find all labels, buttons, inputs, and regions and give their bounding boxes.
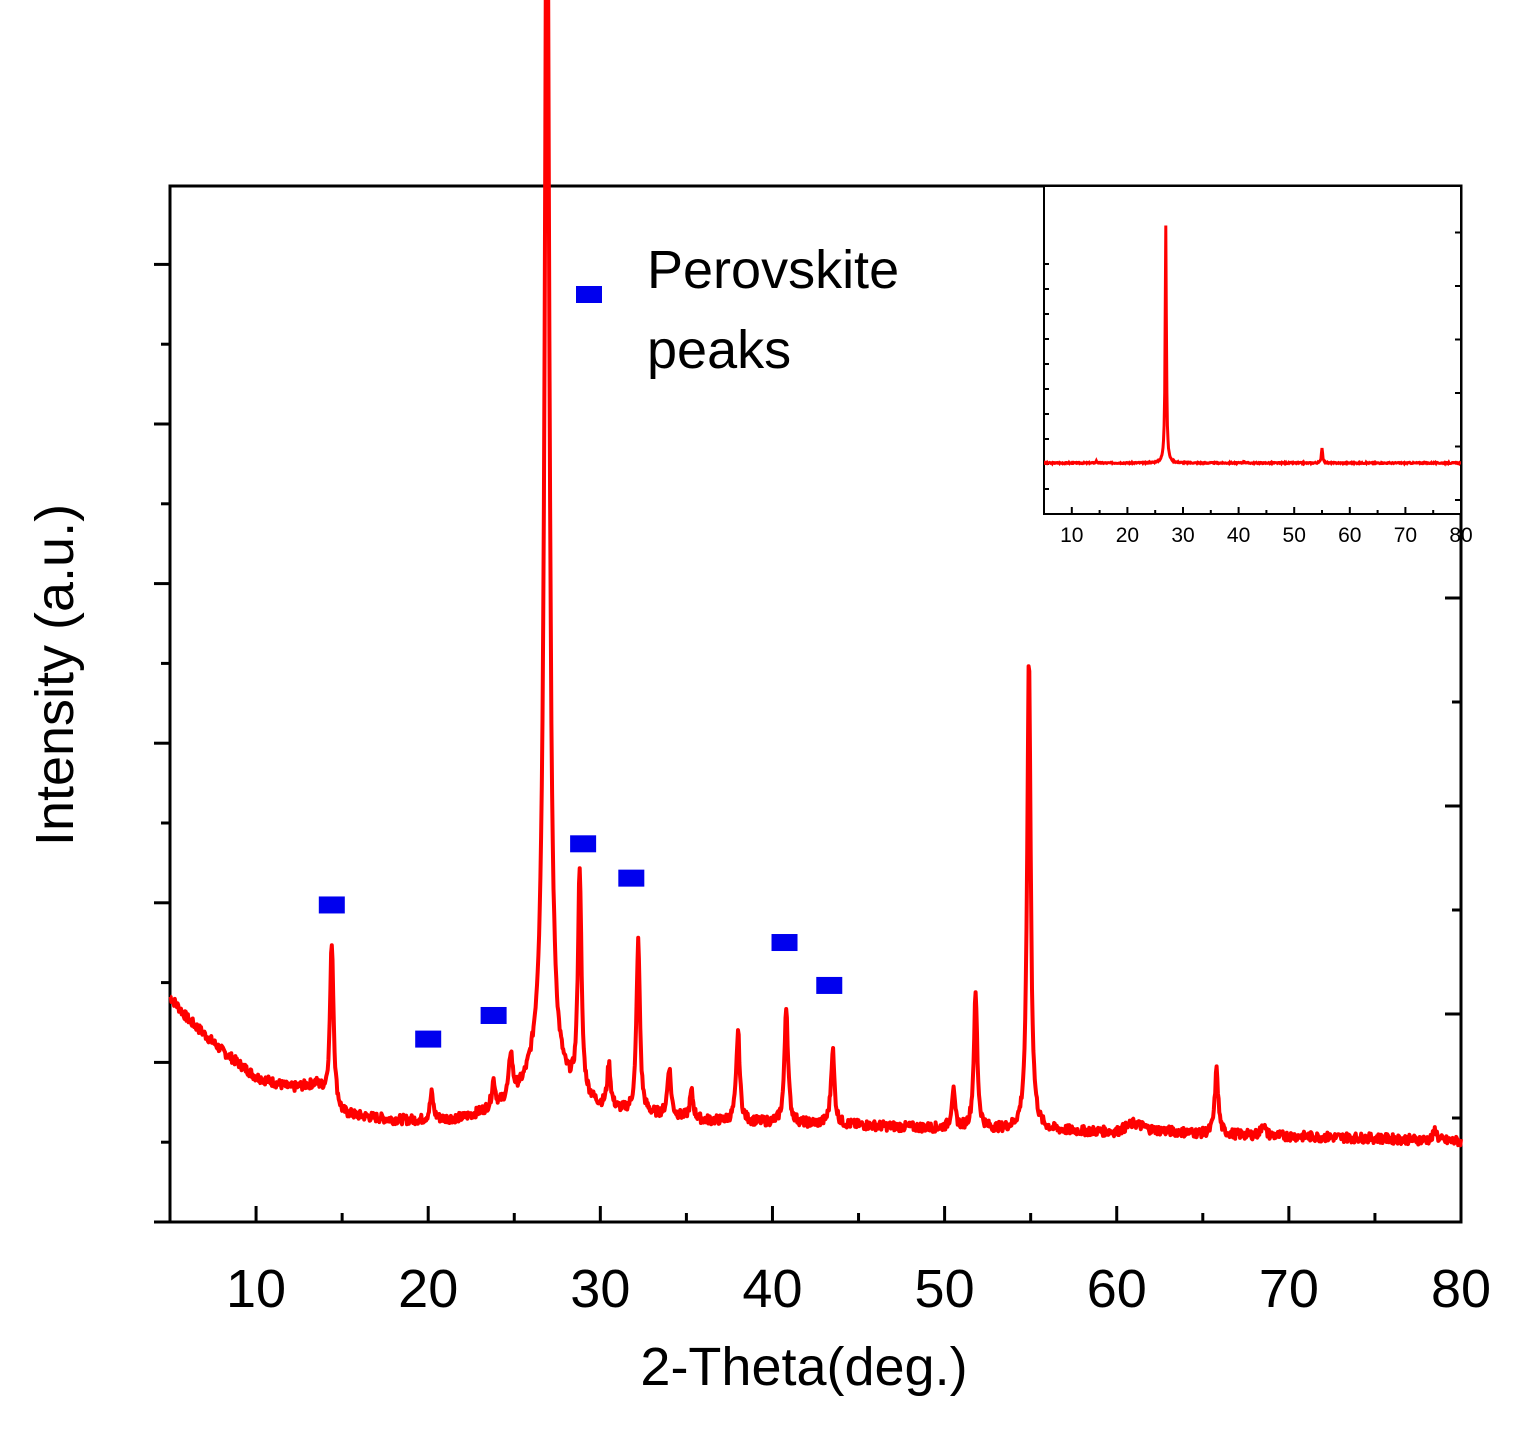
perovskite-marker (480, 1006, 507, 1024)
inset-x-tick-label: 20 (1116, 524, 1139, 547)
inset-chart: 10 20 30 40 50 60 70 80 (1043, 185, 1473, 547)
x-tick-labels: 10 20 30 40 50 60 70 80 (226, 1259, 1491, 1319)
x-tick-label: 40 (742, 1259, 802, 1319)
inset-x-tick-label: 50 (1283, 524, 1306, 547)
x-tick-label: 70 (1259, 1259, 1319, 1319)
perovskite-marker (570, 835, 597, 853)
x-tick-label: 10 (226, 1259, 286, 1319)
x-tick-label: 20 (398, 1259, 458, 1319)
legend: Perovskite peaks (576, 240, 899, 380)
perovskite-marker (771, 934, 798, 952)
plot-frame (168, 184, 1463, 1224)
inset-x-tick-label: 40 (1227, 524, 1250, 547)
perovskite-marker (318, 896, 345, 914)
legend-line-2: peaks (647, 320, 791, 380)
x-tick-label: 60 (1087, 1259, 1147, 1319)
inset-x-tick-label: 80 (1449, 524, 1472, 547)
perovskite-marker (618, 869, 645, 887)
x-tick-label: 30 (570, 1259, 630, 1319)
legend-marker (576, 286, 602, 303)
inset-ticks (1043, 231, 1462, 515)
inset-x-tick-label: 10 (1060, 524, 1083, 547)
main-chart: 10 20 30 40 50 60 70 80 2-Theta(deg.) Intensity… (25, 0, 1491, 1397)
inset-x-tick-label: 60 (1338, 524, 1361, 547)
inset-x-tick-label: 30 (1171, 524, 1194, 547)
inset-xrd-line (1044, 225, 1461, 467)
x-tick-label: 80 (1431, 1259, 1491, 1319)
x-tick-label: 50 (915, 1259, 975, 1319)
perovskite-markers (318, 835, 843, 1048)
perovskite-marker (415, 1030, 442, 1048)
x-axis-label: 2-Theta(deg.) (640, 1337, 967, 1397)
perovskite-marker (816, 976, 843, 994)
inset-frame (1043, 185, 1462, 515)
xrd-pattern-line (168, 0, 1463, 1148)
inset-x-tick-labels: 10 20 30 40 50 60 70 80 (1060, 524, 1473, 547)
inset-x-tick-label: 70 (1394, 524, 1417, 547)
y-axis-label: Intensity (a.u.) (25, 504, 85, 846)
legend-line-1: Perovskite (647, 240, 899, 300)
